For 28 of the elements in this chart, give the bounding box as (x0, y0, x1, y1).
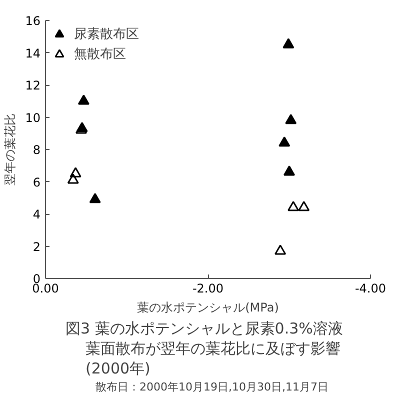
x-tick-label: -2.00 (192, 282, 224, 296)
text: 散布日：2000年10月19日,10月30日,11月7日 (96, 380, 328, 394)
y-tick-label: 4 (32, 208, 41, 222)
point (78, 94, 90, 105)
y-tick-label: 12 (25, 78, 41, 92)
legend-label: 無散布区 (74, 46, 126, 63)
x-axis-title: 葉の水ポテンシャル(MPa) (137, 300, 279, 314)
y-tick-label: 6 (32, 175, 41, 190)
point (282, 38, 294, 48)
x-tick-label: -4.00 (354, 282, 386, 296)
point (274, 244, 286, 255)
point (288, 201, 300, 212)
point (284, 166, 295, 176)
text: (2000年) (86, 360, 150, 378)
y-tick-label: 16 (25, 14, 41, 28)
point (89, 192, 101, 204)
text: 図3 葉の水ポテンシャルと尿素0.3%溶液葉面散布が翌年の葉花比に及ぼす影響 (66, 320, 343, 358)
y-tick-label: 2 (32, 240, 41, 254)
y-tick-label: 14 (25, 46, 41, 60)
point (67, 174, 79, 184)
point (70, 167, 82, 178)
point (278, 136, 290, 147)
legend-label: 尿素散布区 (74, 26, 139, 43)
y-tick-label: 10 (25, 110, 41, 125)
y-axis-title: 翌年の葉花比 (3, 114, 18, 186)
point (285, 114, 297, 124)
y-tick-label: 8 (32, 143, 41, 157)
point (298, 201, 310, 212)
